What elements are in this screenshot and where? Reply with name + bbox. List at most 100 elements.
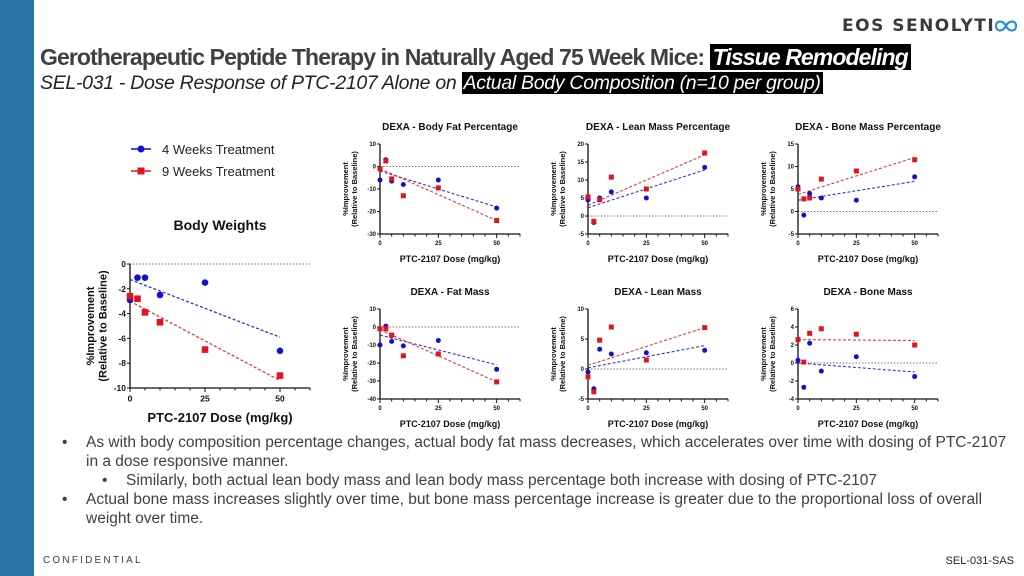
title-highlight: Tissue Remodeling — [709, 44, 911, 70]
data-point-9-weeks — [201, 346, 209, 353]
y-tick-label: -4 — [789, 397, 795, 403]
data-point-4-weeks — [801, 212, 807, 218]
y-axis-label-line: %Improvement — [759, 162, 768, 216]
data-point-4-weeks — [141, 274, 149, 281]
data-point-9-weeks — [608, 174, 614, 180]
data-point-9-weeks — [435, 351, 441, 357]
data-point-4-weeks — [643, 350, 649, 356]
subtitle-text: SEL-031 - Dose Response of PTC-2107 Alon… — [40, 72, 462, 94]
trend-line — [797, 156, 915, 195]
summary-bullets: As with body composition percentage chan… — [62, 433, 1012, 528]
data-point-9-weeks — [435, 185, 441, 191]
y-tick-label: 5 — [581, 196, 585, 202]
data-point-4-weeks — [853, 197, 859, 203]
data-point-9-weeks — [818, 326, 824, 332]
data-point-9-weeks — [156, 318, 164, 326]
trend-line — [587, 154, 705, 206]
dexa-lean-mass-percentage-chart: DEXA - Lean Mass Percentage 20 15 10 5 0 -5 0 25… — [546, 118, 736, 266]
x-tick-label: 0 — [128, 394, 133, 404]
data-point-9-weeks — [377, 166, 383, 172]
data-point-9-weeks — [818, 176, 824, 182]
y-tick-label: -6 — [118, 333, 126, 343]
y-tick-label: 0 — [581, 367, 585, 373]
legend-item-9-weeks: 9 Weeks Treatment — [130, 160, 274, 182]
x-axis-label: PTC-2107 Dose (mg/kg) — [608, 254, 709, 264]
trend-line — [587, 327, 705, 366]
trend-line — [379, 329, 497, 383]
data-point-4-weeks — [494, 366, 500, 372]
x-tick-label: 0 — [586, 241, 590, 247]
y-tick-label: -30 — [367, 379, 376, 385]
y-tick-label: -5 — [579, 397, 585, 403]
data-point-9-weeks — [494, 379, 500, 385]
y-tick-label: 15 — [577, 160, 584, 166]
data-point-4-weeks — [276, 347, 284, 355]
y-tick-label: -10 — [114, 383, 127, 393]
y-tick-label: -2 — [789, 379, 795, 385]
data-point-9-weeks — [389, 176, 395, 182]
y-tick-label: -2 — [118, 284, 126, 294]
y-axis-label-line: %Improvement — [341, 162, 350, 216]
bullet-item: As with body composition percentage chan… — [62, 433, 1012, 471]
x-tick-label: 0 — [378, 241, 382, 247]
x-tick-label: 25 — [643, 406, 650, 412]
company-logo: EOS SENOLYTI — [842, 16, 1019, 36]
x-tick-label: 0 — [796, 241, 800, 247]
chart-legend: 4 Weeks Treatment 9 Weeks Treatment — [130, 138, 274, 182]
y-tick-label: -30 — [367, 232, 376, 238]
title-text: Gerotherapeutic Peptide Therapy in Natur… — [40, 44, 710, 70]
data-point-9-weeks — [591, 218, 597, 224]
data-point-4-weeks — [643, 195, 649, 201]
y-tick-label: 0 — [373, 325, 377, 331]
data-point-4-weeks — [608, 189, 614, 195]
dexa-lean-mass-chart: DEXA - Lean Mass 10 5 0 -5 0 25 50 PTC-2107 Dose… — [546, 283, 736, 431]
data-point-9-weeks — [853, 168, 859, 174]
x-tick-label: 0 — [586, 406, 590, 412]
y-tick-label: 0 — [581, 214, 585, 220]
y-axis-label-line: (Relative to Baseline) — [558, 151, 567, 227]
y-tick-label: 0 — [791, 361, 795, 367]
data-point-4-weeks — [807, 340, 813, 346]
y-axis-label-line: (Relative to Baseline) — [558, 316, 567, 392]
data-point-4-weeks — [807, 191, 813, 196]
x-tick-label: 50 — [493, 406, 500, 412]
x-tick-label: 50 — [493, 241, 500, 247]
data-point-9-weeks — [807, 195, 813, 201]
x-tick-label: 25 — [853, 241, 860, 247]
chart-title: Body Weights — [173, 217, 266, 233]
y-axis-label: %Improvement (Relative to Baseline) — [549, 316, 567, 392]
y-tick-label: 20 — [577, 142, 584, 148]
y-axis-label-line: (Relative to Baseline) — [350, 151, 359, 227]
trend-line — [797, 339, 915, 342]
y-axis-label-line: (Relative to Baseline) — [768, 151, 777, 227]
subtitle-highlight: Actual Body Composition (n=10 per group) — [461, 72, 823, 94]
data-point-9-weeks — [853, 331, 859, 337]
data-point-4-weeks — [818, 368, 824, 374]
data-point-4-weeks — [156, 291, 164, 299]
data-point-9-weeks — [801, 196, 807, 202]
trend-line — [587, 345, 705, 369]
data-point-4-weeks — [494, 205, 500, 211]
data-point-9-weeks — [807, 330, 813, 336]
y-axis-label: %Improvement (Relative to Baseline) — [759, 316, 777, 392]
data-point-4-weeks — [608, 351, 614, 357]
y-axis-label-line: %Improvement — [549, 327, 558, 381]
y-tick-label: 15 — [787, 142, 794, 148]
logo-text: EOS SENOLYTI — [842, 16, 996, 36]
y-axis-label-line: %Improvement — [85, 286, 97, 365]
confidential-label: CONFIDENTIAL — [43, 555, 143, 566]
chart-title: DEXA - Body Fat Percentage — [382, 122, 518, 133]
data-point-9-weeks — [702, 325, 708, 331]
data-point-9-weeks — [383, 158, 389, 164]
chart-title: DEXA - Lean Mass Percentage — [586, 122, 731, 133]
trend-line — [797, 180, 915, 201]
y-tick-label: -8 — [118, 358, 126, 368]
data-point-4-weeks — [400, 182, 406, 187]
chart-title: DEXA - Bone Mass Percentage — [795, 122, 941, 133]
x-tick-label: 50 — [275, 394, 285, 404]
data-point-4-weeks — [912, 174, 918, 180]
data-point-4-weeks — [435, 177, 441, 183]
